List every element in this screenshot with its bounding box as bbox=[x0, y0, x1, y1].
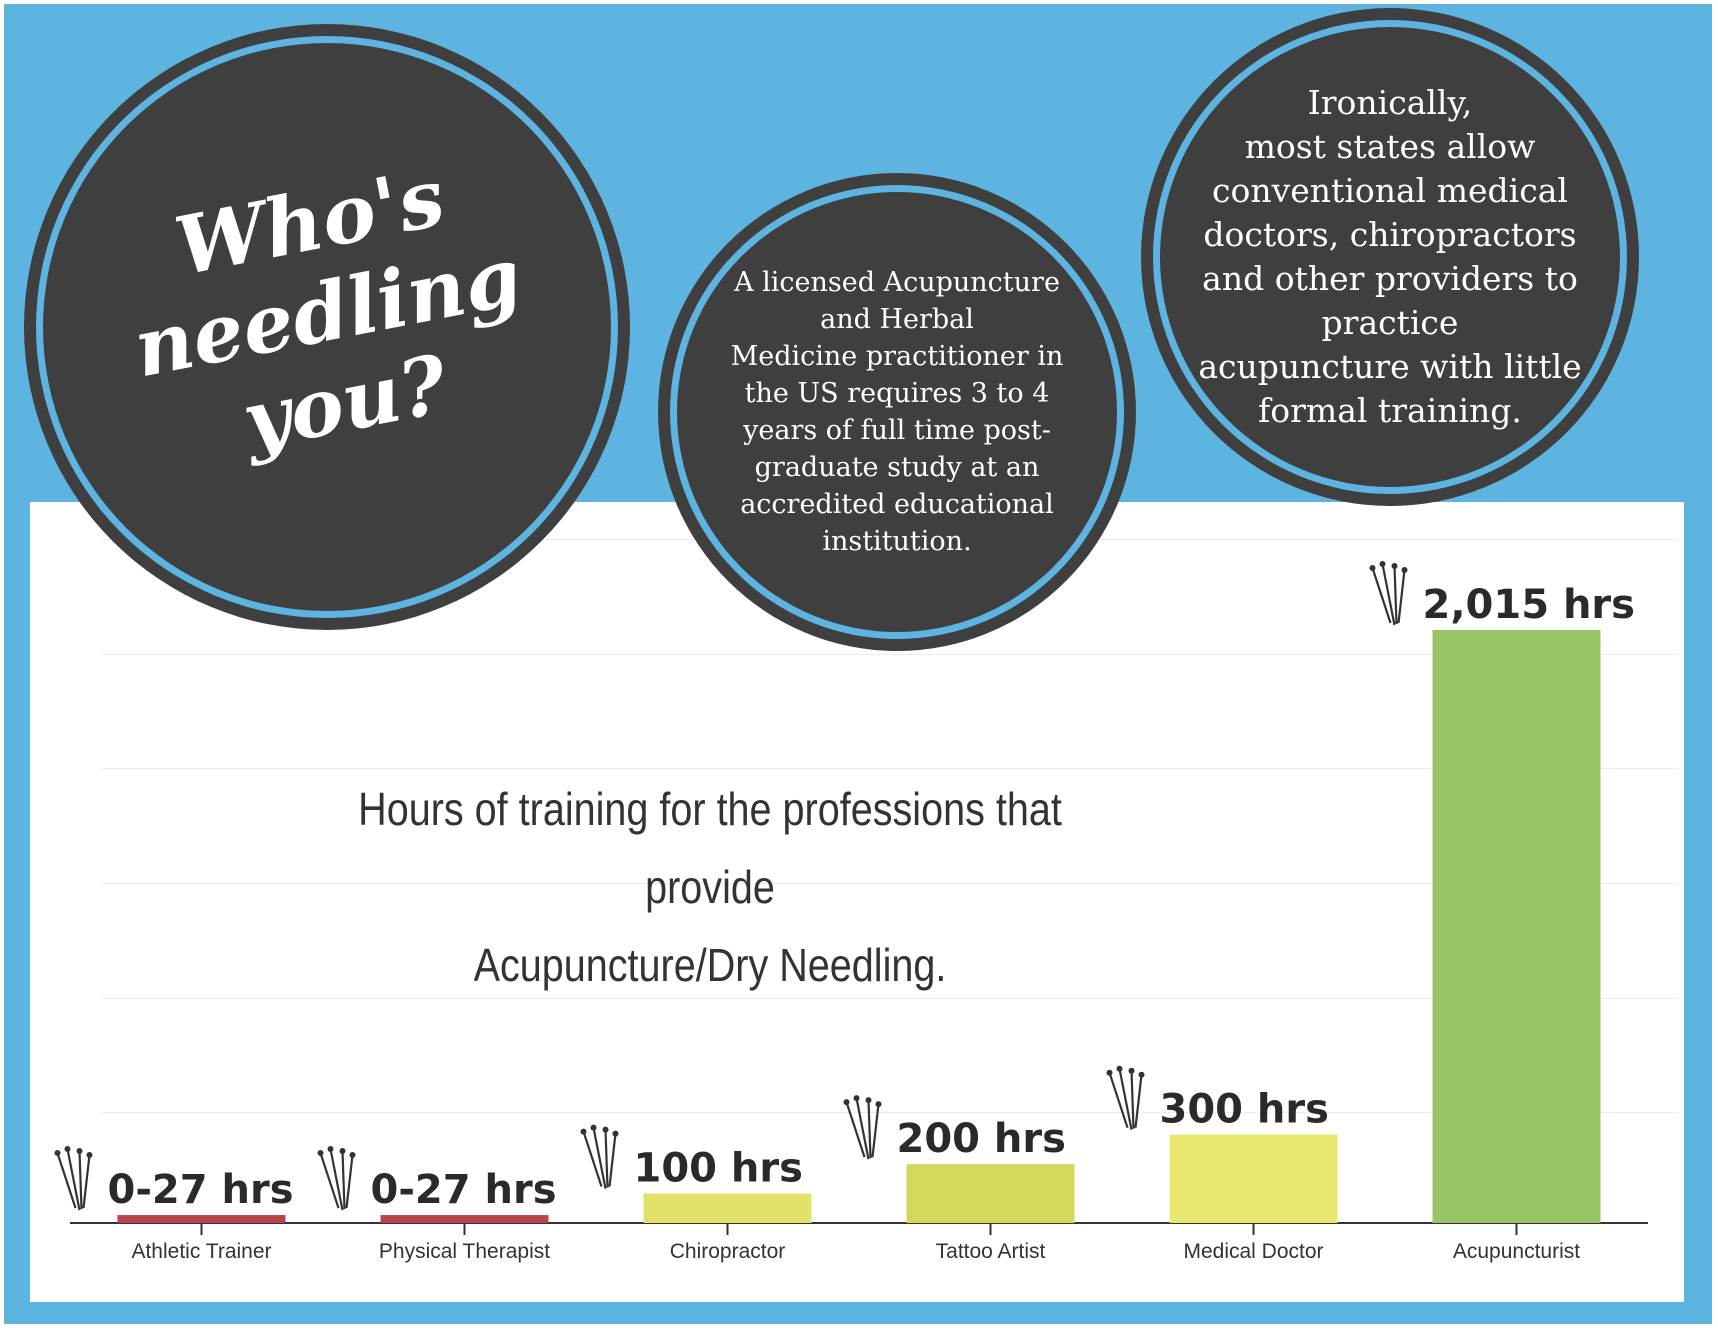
acupuncture-needles-icon bbox=[54, 1146, 93, 1211]
bar bbox=[117, 1215, 286, 1223]
gridline bbox=[100, 998, 1678, 999]
data-label: 0-27 hrs bbox=[108, 1167, 294, 1213]
info-text-middle: A licensed Acupuncture and Herbal Medici… bbox=[730, 267, 1064, 557]
x-tick-label: Chiropractor bbox=[670, 1240, 786, 1263]
data-label: 200 hrs bbox=[897, 1116, 1066, 1162]
x-tick-label: Acupuncturist bbox=[1453, 1240, 1580, 1263]
acupuncture-needles-icon bbox=[1106, 1065, 1145, 1130]
info-circle-middle: A licensed Acupuncture and Herbal Medici… bbox=[677, 192, 1117, 632]
bar bbox=[643, 1193, 812, 1223]
gridline bbox=[100, 1112, 1678, 1113]
bar bbox=[380, 1215, 549, 1223]
acupuncture-needles-icon bbox=[843, 1095, 882, 1160]
bar bbox=[906, 1164, 1075, 1223]
acupuncture-needles-icon bbox=[1369, 561, 1408, 626]
headline: Who's needling you? bbox=[126, 149, 528, 468]
data-label: 2,015 hrs bbox=[1423, 582, 1635, 628]
chart-panel bbox=[30, 502, 1684, 1302]
x-tick-label: Physical Therapist bbox=[379, 1240, 550, 1263]
data-label: 0-27 hrs bbox=[371, 1167, 557, 1213]
gridline bbox=[100, 883, 1678, 884]
headline-circle: Who's needling you? bbox=[43, 43, 611, 611]
bar bbox=[1432, 630, 1601, 1223]
info-circle-right: Ironically, most states allow convention… bbox=[1160, 27, 1620, 487]
info-text-right: Ironically, most states allow convention… bbox=[1198, 83, 1582, 430]
chart-title: Hours of training for the professions th… bbox=[358, 783, 1062, 991]
gridline bbox=[100, 768, 1678, 769]
acupuncture-needles-icon bbox=[580, 1124, 619, 1189]
x-tick-label: Athletic Trainer bbox=[131, 1240, 271, 1263]
data-label: 300 hrs bbox=[1160, 1087, 1329, 1133]
bar bbox=[1169, 1134, 1338, 1223]
gridline bbox=[100, 654, 1678, 655]
acupuncture-needles-icon bbox=[317, 1146, 356, 1211]
x-tick-label: Medical Doctor bbox=[1183, 1240, 1323, 1263]
x-tick-label: Tattoo Artist bbox=[936, 1240, 1046, 1263]
data-label: 100 hrs bbox=[634, 1146, 803, 1192]
